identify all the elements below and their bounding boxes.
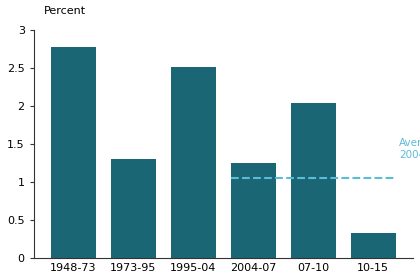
Bar: [351, 233, 396, 258]
Bar: [51, 47, 96, 258]
Bar: [291, 104, 336, 258]
Text: Average
2004-15: Average 2004-15: [399, 138, 420, 160]
Bar: [171, 67, 216, 258]
Bar: [231, 163, 276, 258]
Text: Percent: Percent: [43, 6, 86, 16]
Bar: [111, 159, 156, 258]
